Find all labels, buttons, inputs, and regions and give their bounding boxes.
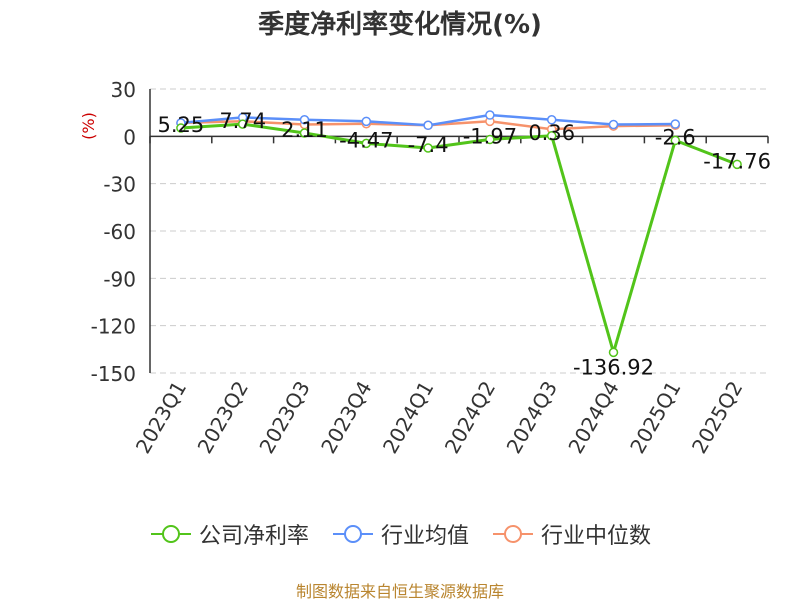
series-point bbox=[176, 123, 186, 133]
data-label: -4.47 bbox=[339, 128, 393, 152]
y-tick-label: -120 bbox=[91, 315, 136, 339]
x-tick-label: 2024Q2 bbox=[440, 377, 500, 458]
x-tick-label: 2025Q2 bbox=[687, 377, 747, 458]
series-point bbox=[608, 347, 619, 358]
series bbox=[176, 110, 742, 358]
y-tick-label: 0 bbox=[123, 125, 136, 149]
data-label: -136.92 bbox=[573, 355, 654, 379]
legend-label-company: 公司净利率 bbox=[198, 524, 309, 549]
legend-marker-industry-mean bbox=[332, 525, 373, 543]
legend-item-company[interactable]: 公司净利率 bbox=[149, 518, 309, 550]
series-point bbox=[546, 115, 557, 125]
y-axis-unit-label: (%) bbox=[79, 112, 98, 140]
legend: 公司净利率 行业均值 行业中位数 bbox=[0, 518, 800, 550]
series-point bbox=[485, 134, 495, 145]
y-tick-label: -60 bbox=[103, 220, 136, 244]
x-tick-label: 2023Q4 bbox=[316, 377, 376, 458]
data-label: -2.6 bbox=[655, 125, 696, 149]
x-tick-label: 2024Q3 bbox=[502, 377, 562, 458]
data-label: 7.74 bbox=[219, 109, 266, 133]
legend-label-industry-median: 行业中位数 bbox=[541, 524, 652, 549]
data-label: -1.97 bbox=[463, 124, 517, 148]
series-point bbox=[670, 135, 681, 146]
series-point bbox=[361, 116, 372, 127]
data-label: 2.11 bbox=[281, 118, 328, 142]
legend-marker-company bbox=[150, 525, 191, 543]
legend-item-industry-mean[interactable]: 行业均值 bbox=[331, 518, 469, 550]
y-tick-label: 30 bbox=[111, 78, 136, 102]
x-tick-label: 2023Q1 bbox=[131, 377, 191, 458]
data-labels: 5.25 7.74 2.11 -4.47 -7.4 -1.97 0.36 -136.92 -2.… bbox=[158, 109, 771, 379]
series-point bbox=[423, 143, 433, 153]
series-point bbox=[608, 119, 619, 130]
series-point bbox=[299, 128, 310, 138]
legend-label-industry-mean: 行业均值 bbox=[380, 524, 469, 549]
data-label: 0.36 bbox=[528, 121, 575, 145]
y-tick-label: -30 bbox=[103, 173, 136, 197]
series-point bbox=[485, 110, 495, 120]
series-line bbox=[180, 122, 738, 354]
series-point bbox=[299, 115, 310, 125]
y-tick-label: -150 bbox=[91, 362, 136, 386]
data-label: 5.25 bbox=[158, 113, 205, 137]
series-point bbox=[670, 119, 681, 129]
legend-item-industry-median[interactable]: 行业中位数 bbox=[491, 518, 651, 550]
chart-title: 季度净利率变化情况(%) bbox=[258, 10, 542, 40]
series-point bbox=[732, 159, 742, 170]
y-tick-label: -90 bbox=[103, 267, 136, 291]
series-point bbox=[361, 138, 372, 149]
x-tick-label: 2023Q3 bbox=[254, 377, 314, 458]
x-tick-label: 2025Q1 bbox=[625, 377, 685, 458]
series-point bbox=[423, 120, 433, 131]
series-point bbox=[237, 119, 248, 129]
data-label: -7.4 bbox=[408, 133, 449, 157]
x-tick-label: 2023Q2 bbox=[193, 377, 253, 458]
data-source-footer: 制图数据来自恒生聚源数据库 bbox=[295, 582, 504, 601]
x-tick-label: 2024Q1 bbox=[378, 377, 438, 458]
legend-marker-industry-median bbox=[493, 525, 533, 543]
series-point bbox=[546, 131, 557, 141]
x-tick-label: 2024Q4 bbox=[563, 377, 623, 458]
data-label: -17.76 bbox=[703, 149, 771, 173]
